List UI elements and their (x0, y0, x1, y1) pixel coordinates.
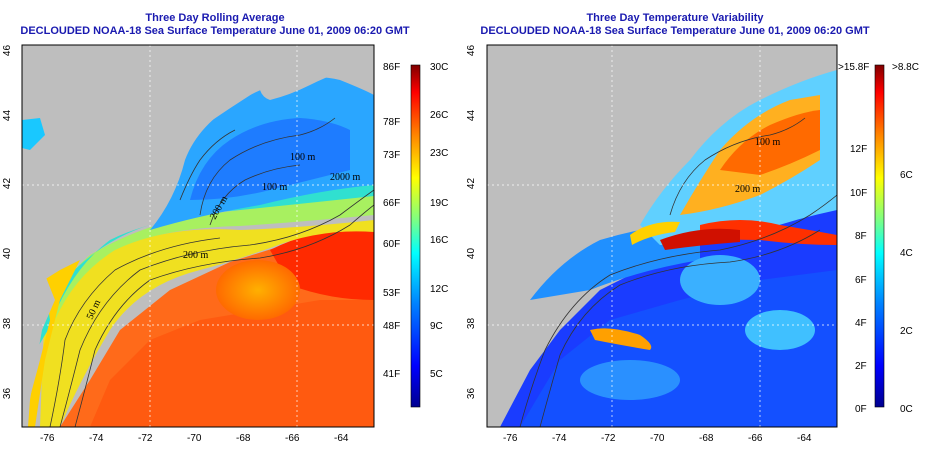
right-x-tick: -74 (552, 433, 567, 444)
right-title-line2: DECLOUDED NOAA-18 Sea Surface Temperatur… (480, 25, 870, 37)
right-colorbar (874, 64, 885, 408)
right-y-tick: 38 (466, 317, 478, 330)
right-x-tick: -72 (601, 433, 616, 444)
left-x-tick: -68 (236, 433, 251, 444)
left-y-tick: 44 (2, 109, 14, 122)
left-contour-label: 100 m (290, 152, 316, 163)
left-y-tick: 40 (2, 247, 14, 260)
left-x-tick: -74 (89, 433, 104, 444)
left-y-tick: 38 (2, 317, 14, 330)
left-x-tick: -72 (138, 433, 153, 444)
right-variability-map (487, 45, 837, 427)
left-contour-label: 100 m (262, 182, 288, 193)
right-y-tick: 42 (466, 177, 478, 190)
left-colorbar-f-label: 48F (383, 321, 401, 332)
right-x-tick: -64 (797, 433, 812, 444)
right-map-frame (486, 44, 838, 428)
left-colorbar (410, 64, 421, 408)
left-y-tick: 42 (2, 177, 14, 190)
left-contour-label: 200 m (183, 250, 209, 261)
right-colorbar-f-label: 12F (850, 144, 868, 155)
right-colorbar-c-label: 2C (900, 326, 913, 337)
left-title-line2: DECLOUDED NOAA-18 Sea Surface Temperatur… (20, 25, 410, 37)
right-colorbar-f-label: 8F (855, 231, 867, 242)
left-y-tick: 36 (2, 387, 14, 400)
left-colorbar-f-label: 78F (383, 117, 401, 128)
right-contour-label: 200 m (735, 184, 761, 195)
left-x-tick: -76 (40, 433, 55, 444)
left-colorbar-f-label: 66F (383, 198, 401, 209)
left-colorbar-c-label: 30C (430, 62, 449, 73)
right-colorbar-f-label: >15.8F (838, 62, 870, 73)
left-sst-map (22, 45, 374, 427)
left-colorbar-f-label: 60F (383, 239, 401, 250)
left-colorbar-f-label: 41F (383, 369, 401, 380)
right-x-tick: -66 (748, 433, 763, 444)
left-contour-label: 2000 m (330, 172, 361, 183)
right-colorbar-f-label: 0F (855, 404, 867, 415)
left-x-tick: -64 (334, 433, 349, 444)
left-colorbar-c-label: 5C (430, 369, 443, 380)
right-colorbar-f-label: 6F (855, 275, 867, 286)
right-colorbar-c-label: >8.8C (892, 62, 919, 73)
right-colorbar-c-label: 4C (900, 248, 913, 259)
right-y-tick: 46 (466, 44, 478, 57)
left-colorbar-f-label: 86F (383, 62, 401, 73)
right-contour-label: 100 m (755, 137, 781, 148)
right-colorbar-f-label: 4F (855, 318, 867, 329)
right-y-tick: 40 (466, 247, 478, 260)
left-y-tick: 46 (2, 44, 14, 57)
left-colorbar-c-label: 12C (430, 284, 449, 295)
right-colorbar-c-label: 6C (900, 170, 913, 181)
right-y-tick: 36 (466, 387, 478, 400)
left-title-line1: Three Day Rolling Average (145, 12, 285, 24)
right-y-tick: 44 (466, 109, 478, 122)
right-title-line1: Three Day Temperature Variability (586, 12, 764, 24)
right-colorbar-c-label: 0C (900, 404, 913, 415)
left-colorbar-c-label: 19C (430, 198, 449, 209)
right-x-tick: -70 (650, 433, 665, 444)
left-colorbar-c-label: 26C (430, 110, 449, 121)
left-map-frame (21, 44, 375, 428)
right-x-tick: -76 (503, 433, 518, 444)
right-colorbar-f-label: 2F (855, 361, 867, 372)
left-colorbar-f-label: 53F (383, 288, 401, 299)
right-x-tick: -68 (699, 433, 714, 444)
left-colorbar-f-label: 73F (383, 150, 401, 161)
left-x-tick: -70 (187, 433, 202, 444)
left-colorbar-c-label: 9C (430, 321, 443, 332)
left-colorbar-c-label: 16C (430, 235, 449, 246)
left-x-tick: -66 (285, 433, 300, 444)
right-colorbar-f-label: 10F (850, 188, 868, 199)
left-colorbar-c-label: 23C (430, 148, 449, 159)
